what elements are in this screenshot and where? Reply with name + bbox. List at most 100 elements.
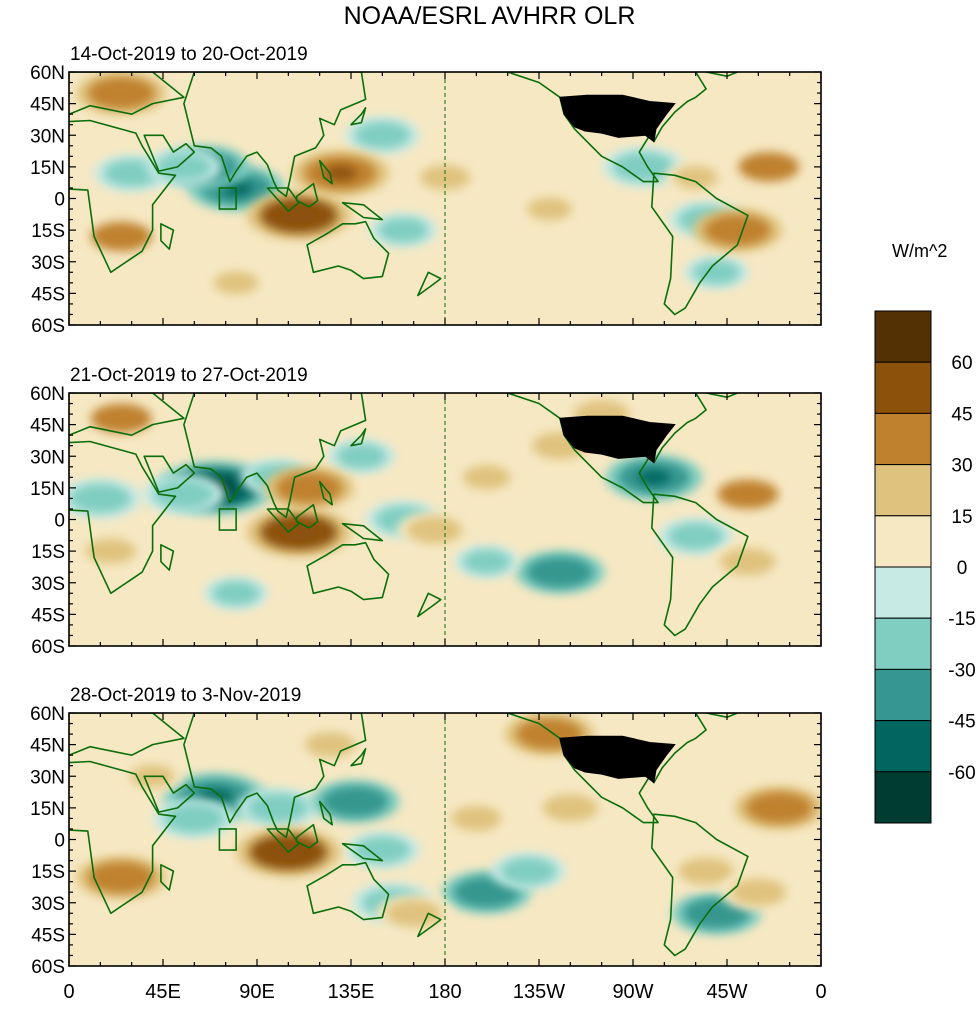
colorbar-title: W/m^2: [892, 241, 948, 261]
y-tick-label: 0: [54, 190, 65, 211]
coastline: [350, 747, 367, 767]
anomaly-blob: [451, 806, 502, 831]
coastline: [705, 713, 739, 719]
coastline: [69, 119, 177, 274]
anomaly-blob: [720, 548, 776, 576]
y-tick-label: 45S: [31, 925, 65, 946]
y-tick-label: 15S: [31, 542, 65, 563]
coastline: [416, 912, 442, 938]
coastline: [69, 760, 177, 915]
anomaly-blob: [85, 538, 136, 564]
anomaly-blob: [103, 159, 160, 187]
anomaly-blob: [247, 793, 309, 823]
coastline: [143, 134, 196, 172]
anomaly-blob: [275, 472, 343, 504]
coastline: [705, 393, 739, 399]
region-box: [218, 508, 237, 531]
x-tick-label: 135W: [513, 981, 565, 1003]
anomaly-blob: [153, 479, 215, 509]
anomaly-blob: [321, 785, 389, 818]
anomaly-blob: [406, 516, 463, 544]
anomaly-blob: [730, 878, 787, 906]
coastline: [306, 220, 390, 280]
coastline: [69, 713, 185, 757]
panel-title-week-2: 21-Oct-2019 to 27-Oct-2019: [70, 365, 308, 386]
y-tick-label: 0: [54, 511, 65, 532]
y-tick-label: 30S: [31, 253, 65, 274]
x-tick-label: 90E: [239, 981, 275, 1003]
coastline: [341, 842, 384, 862]
anomaly-blob: [163, 803, 225, 834]
y-tick-label: 60S: [31, 637, 65, 658]
coastline: [183, 713, 367, 839]
anomaly-blob: [704, 214, 771, 246]
coastline: [160, 863, 175, 891]
colorbar-swatch: [874, 310, 932, 363]
colorbar-label: 60: [951, 353, 972, 374]
coastline: [341, 201, 384, 221]
coastline: [266, 187, 300, 212]
colorbar-swatch: [874, 771, 932, 824]
coastline: [183, 72, 367, 198]
anomaly-blob: [69, 483, 131, 514]
anomaly-blob: [717, 479, 779, 509]
colorbar-swatch: [874, 566, 932, 619]
map-panel-1: 60N 45N 30N 15N 0 15S 30S 45S 60S: [30, 63, 822, 337]
coastline: [650, 172, 749, 316]
anomaly-blob: [212, 581, 261, 606]
coastline: [705, 72, 739, 77]
anomaly-blob: [500, 857, 557, 885]
coastline: [341, 522, 384, 542]
anomaly-blob: [354, 121, 411, 149]
anomaly-core: [637, 469, 671, 485]
colorbar-swatch: [874, 668, 932, 722]
coastline: [650, 493, 749, 637]
coastline: [266, 828, 300, 853]
colorbar-label: -45: [948, 712, 975, 733]
anomaly-core: [324, 165, 357, 181]
x-tick-label: 135E: [328, 981, 375, 1003]
anomaly-blob: [156, 153, 212, 181]
anomaly-blob: [213, 271, 259, 295]
coastline: [143, 775, 196, 813]
y-tick-label: 60N: [30, 704, 65, 725]
coastline: [160, 543, 175, 571]
anomaly-blob: [90, 221, 152, 252]
us-state-boundaries: [559, 415, 676, 464]
colorbar-swatch: [874, 412, 932, 466]
y-tick-label: 15S: [31, 862, 65, 883]
x-tick-label: 45E: [145, 981, 181, 1003]
coastline: [350, 427, 367, 447]
coastline: [160, 223, 175, 250]
colorbar-swatch: [874, 617, 932, 670]
coastline: [650, 813, 749, 957]
y-tick-label: 30N: [30, 767, 65, 788]
coastline: [183, 393, 367, 519]
y-tick-label: 30S: [31, 574, 65, 595]
x-tick-label: 180: [428, 981, 461, 1003]
coastline: [69, 440, 177, 595]
y-tick-label: 60N: [30, 384, 65, 405]
colorbar-label: 30: [951, 456, 972, 477]
colorbar-swatch: [874, 464, 932, 517]
colorbar-label: 15: [951, 507, 972, 528]
colorbar-swatch: [874, 361, 932, 414]
anomaly-blob: [462, 465, 511, 490]
y-tick-label: 15N: [30, 158, 65, 179]
anomaly-blob: [745, 792, 813, 824]
coastline: [295, 823, 319, 849]
coastline: [416, 592, 442, 618]
us-state-boundaries: [559, 94, 676, 143]
colorbar: 60 45 30 15 0 -15 -30 -45 -60: [874, 310, 976, 824]
y-tick-label: 45S: [31, 605, 65, 626]
colorbar-swatch: [874, 515, 932, 568]
anomaly-blob: [738, 152, 800, 182]
colorbar-label: 0: [957, 558, 968, 579]
x-tick-label: 0: [815, 981, 826, 1003]
anomaly-blob: [678, 857, 734, 885]
region-box: [218, 828, 237, 851]
y-tick-label: 0: [54, 831, 65, 852]
anomaly-blob: [462, 549, 511, 574]
chart-title: NOAA/ESRL AVHRR OLR: [343, 2, 636, 30]
